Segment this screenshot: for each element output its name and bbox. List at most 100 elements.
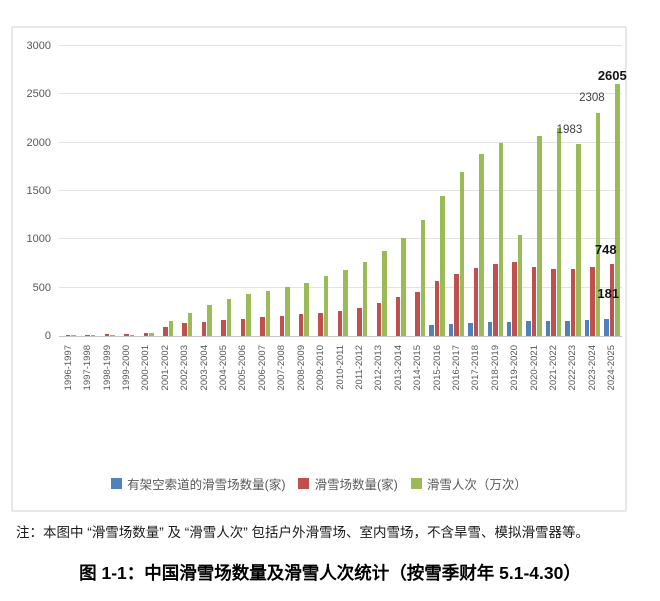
bar-group-2018-2019 xyxy=(486,46,505,336)
bar-group-2023-2024 xyxy=(583,46,602,336)
x-tick-label: 1999-2000 xyxy=(120,345,132,391)
bar-skier-visits-2004-2005 xyxy=(226,299,232,336)
bar-skier-visits-2019-2020 xyxy=(517,234,523,336)
bar-group-2015-2016 xyxy=(428,46,447,336)
bar-ski-resorts-2024-2025 xyxy=(609,263,615,336)
gridline-2000 xyxy=(59,141,622,143)
bar-group-2005-2006 xyxy=(234,46,253,336)
bar-ski-resorts-2015-2016 xyxy=(434,281,440,336)
bar-ski-resorts-2016-2017 xyxy=(454,273,459,336)
bar-ropeway-resorts-2019-2020 xyxy=(506,321,512,336)
x-tick-label: 2005-2006 xyxy=(237,345,249,391)
gridline-2500 xyxy=(59,93,622,95)
bar-skier-visits-2008-2009 xyxy=(304,282,309,336)
x-tick-label: 2020-2021 xyxy=(528,345,540,391)
bar-ropeway-resorts-2017-2018 xyxy=(468,322,473,336)
figure-caption: 图 1-1：中国滑雪场数量及滑雪人次统计（按雪季财年 5.1-4.30） xyxy=(79,563,581,583)
bar-ski-resorts-1998-1999 xyxy=(104,334,110,336)
bar-skier-visits-2011-2012 xyxy=(362,261,368,336)
bar-ski-resorts-2003-2004 xyxy=(201,321,207,336)
x-tick-label: 2003-2004 xyxy=(198,345,210,391)
bar-group-2011-2012 xyxy=(350,46,369,336)
x-tick-label: 2012-2013 xyxy=(373,345,385,391)
bar-skier-visits-2001-2002 xyxy=(168,321,174,336)
bar-ski-resorts-2021-2022 xyxy=(551,269,556,336)
bar-skier-visits-2020-2021 xyxy=(537,135,542,336)
bar-group-2013-2014 xyxy=(389,46,408,336)
x-tick-label: 2002-2003 xyxy=(179,345,191,391)
data-label-2605: 2605 xyxy=(597,68,627,84)
y-tick-label: 2000 xyxy=(26,136,51,149)
bar-skier-visits-2021-2022 xyxy=(556,128,562,336)
legend-item-ropeway-resorts: 有架空索道的滑雪场数量(家) xyxy=(111,474,285,493)
bar-group-1999-2000 xyxy=(117,46,136,336)
bar-group-2024-2025 xyxy=(603,46,622,336)
x-tick-label: 2021-2022 xyxy=(548,345,560,391)
x-tick-label: 2018-2019 xyxy=(489,345,501,391)
bar-skier-visits-2002-2003 xyxy=(187,312,193,336)
x-tick-label: 2007-2008 xyxy=(276,345,288,391)
y-tick-label: 1500 xyxy=(26,185,51,197)
bar-ropeway-resorts-2018-2019 xyxy=(487,321,493,336)
bar-ski-resorts-2004-2005 xyxy=(221,320,226,336)
legend-swatch-icon xyxy=(410,478,422,489)
bar-ropeway-resorts-2015-2016 xyxy=(429,325,434,336)
bar-ski-resorts-2012-2013 xyxy=(376,302,382,336)
bar-group-2003-2004 xyxy=(195,46,214,336)
y-axis: 0 500 1000 1500 2000 2500 3000 xyxy=(13,40,51,342)
bar-ropeway-resorts-2024-2025 xyxy=(604,318,609,336)
x-tick-label: 1998-1999 xyxy=(101,345,113,391)
x-tick-label: 1996-1997 xyxy=(62,345,74,391)
bar-ski-resorts-2010-2011 xyxy=(337,311,343,336)
gridline-500 xyxy=(59,286,622,288)
x-tick-label: 2010-2011 xyxy=(334,345,346,390)
bar-skier-visits-1998-1999 xyxy=(110,335,115,336)
legend-item-skier-visits: 滑雪人次（万次） xyxy=(410,474,527,493)
bar-skier-visits-2024-2025 xyxy=(615,84,620,336)
x-tick-label: 2017-2018 xyxy=(470,345,482,391)
bar-ski-resorts-2000-2001 xyxy=(143,332,149,336)
bar-ski-resorts-2009-2010 xyxy=(318,312,323,336)
x-tick-label: 2001-2002 xyxy=(159,345,171,391)
bar-skier-visits-2003-2004 xyxy=(207,305,212,336)
bar-group-2010-2011 xyxy=(331,46,350,336)
bar-group-2007-2008 xyxy=(273,46,292,336)
bar-skier-visits-2018-2019 xyxy=(498,142,504,336)
bar-ski-resorts-2020-2021 xyxy=(531,266,537,336)
chart-panel: 0 500 1000 1500 2000 2500 3000 1983 2308 2605 748… xyxy=(11,26,627,512)
data-label-181: 181 xyxy=(597,285,620,301)
bar-ski-resorts-2007-2008 xyxy=(279,315,284,336)
x-tick-label: 2016-2017 xyxy=(450,345,462,391)
bar-ski-resorts-2014-2015 xyxy=(415,291,420,336)
bar-group-2002-2003 xyxy=(175,46,194,336)
bar-group-2017-2018 xyxy=(467,46,486,336)
bar-ski-resorts-2011-2012 xyxy=(357,307,362,336)
x-tick-label: 2006-2007 xyxy=(256,345,268,391)
gridline-1500 xyxy=(59,190,622,191)
bar-group-1996-1997 xyxy=(59,46,78,336)
legend-swatch-icon xyxy=(111,478,123,489)
bar-skier-visits-2005-2006 xyxy=(246,294,251,336)
bar-ski-resorts-2005-2006 xyxy=(240,318,246,336)
y-tick-label: 1000 xyxy=(26,233,51,246)
bar-ski-resorts-2008-2009 xyxy=(298,314,304,336)
legend-label: 有架空索道的滑雪场数量(家) xyxy=(127,478,286,492)
bar-group-2008-2009 xyxy=(292,46,311,336)
data-label-748: 748 xyxy=(594,241,617,257)
x-tick-label: 1997-1998 xyxy=(82,345,94,391)
bar-skier-visits-2023-2024 xyxy=(595,112,601,336)
bar-ski-resorts-2002-2003 xyxy=(182,322,187,336)
bar-skier-visits-2009-2010 xyxy=(323,276,329,336)
x-tick-label: 2004-2005 xyxy=(218,345,230,391)
bar-ski-resorts-2022-2023 xyxy=(570,268,576,336)
data-label-1983: 1983 xyxy=(556,124,583,137)
bar-skier-visits-2006-2007 xyxy=(265,290,271,336)
bar-skier-visits-2015-2016 xyxy=(440,195,445,336)
x-tick-label: 2008-2009 xyxy=(295,345,307,391)
plot-area: 1983 2308 2605 748 181 xyxy=(59,45,627,337)
bar-ski-resorts-2019-2020 xyxy=(512,261,517,336)
bar-skier-visits-2010-2011 xyxy=(343,270,348,336)
bar-ski-resorts-2018-2019 xyxy=(493,264,498,336)
gridline-1000 xyxy=(59,238,622,240)
bar-skier-visits-2007-2008 xyxy=(285,286,290,336)
